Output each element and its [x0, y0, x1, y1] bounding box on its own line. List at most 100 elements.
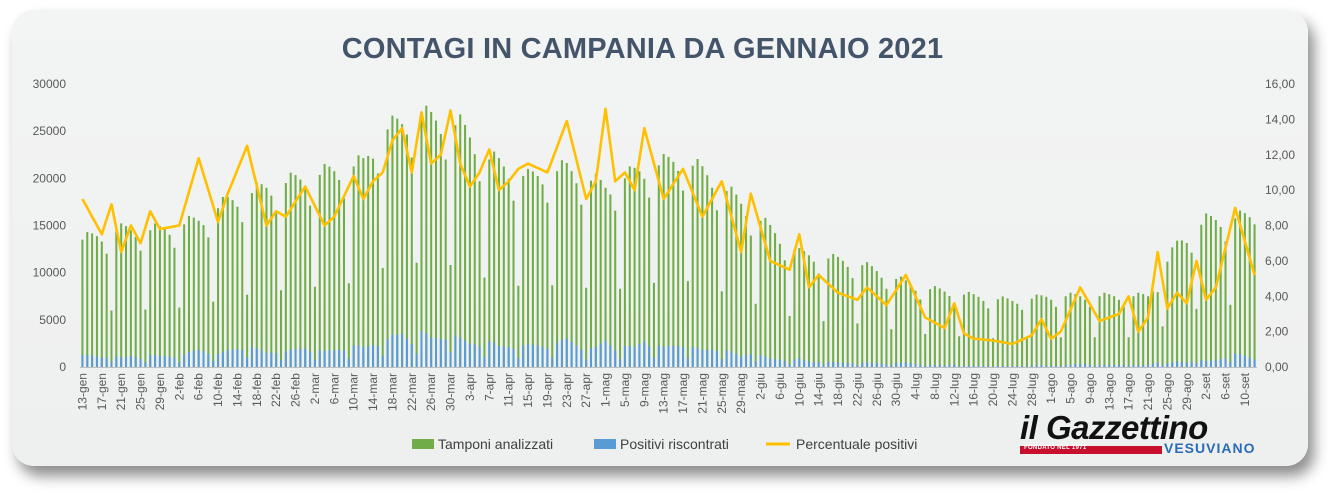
bar-positivi — [338, 350, 341, 367]
bar-positivi — [556, 342, 559, 367]
y-right-tick-label: 0,00 — [1265, 360, 1289, 374]
x-tick-label: 25-ago — [1160, 373, 1174, 411]
bar-positivi — [706, 349, 709, 367]
x-tick-label: 25-gen — [134, 373, 148, 410]
bar-positivi — [217, 353, 220, 367]
bar-positivi — [1035, 365, 1038, 367]
bar-tamponi — [158, 226, 161, 367]
bar-positivi — [846, 362, 849, 367]
bar-tamponi — [415, 262, 418, 367]
bar-tamponi — [749, 235, 752, 367]
bar-tamponi — [454, 125, 457, 367]
bar-tamponi — [81, 239, 84, 367]
bar-positivi — [648, 345, 651, 367]
bar-tamponi — [236, 206, 239, 367]
bar-tamponi — [1016, 303, 1019, 367]
bar-positivi — [1161, 365, 1164, 367]
bar-tamponi — [667, 156, 670, 367]
bar-positivi — [1084, 364, 1087, 367]
bar-tamponi — [1035, 294, 1038, 367]
bar-positivi — [270, 352, 273, 367]
x-tick-label: 1-ago — [1044, 373, 1058, 404]
bar-tamponi — [173, 247, 176, 367]
bar-positivi — [255, 348, 258, 367]
x-tick-label: 17-mag — [676, 373, 690, 414]
bar-positivi — [260, 350, 263, 367]
bar-tamponi — [919, 299, 922, 367]
bar-tamponi — [1084, 299, 1087, 367]
bar-tamponi — [202, 225, 205, 367]
bar-tamponi — [1219, 226, 1222, 367]
bar-positivi — [434, 338, 438, 367]
bar-positivi — [284, 351, 287, 367]
bar-positivi — [517, 357, 520, 367]
bar-tamponi — [778, 243, 781, 367]
bar-tamponi — [313, 286, 316, 367]
bar-tamponi — [1161, 326, 1164, 367]
bar-tamponi — [1200, 224, 1203, 367]
bar-tamponi — [948, 296, 951, 367]
bar-tamponi — [1069, 292, 1072, 367]
bar-positivi — [614, 350, 617, 367]
bar-tamponi — [885, 288, 888, 367]
x-tick-label: 26-giu — [870, 373, 884, 406]
x-tick-label: 9-mag — [637, 373, 651, 407]
bar-tamponi — [798, 248, 801, 367]
bar-positivi — [1040, 365, 1043, 367]
bar-tamponi — [1214, 219, 1217, 367]
bar-tamponi — [992, 338, 995, 367]
bar-positivi — [328, 350, 331, 367]
bar-positivi — [459, 337, 462, 367]
x-tick-label: 6-feb — [192, 373, 206, 401]
bar-positivi — [493, 342, 496, 367]
bar-positivi — [405, 338, 408, 367]
bar-positivi — [652, 357, 655, 367]
x-tick-label: 23-apr — [560, 373, 574, 408]
bar-tamponi — [682, 190, 685, 367]
bar-positivi — [1074, 364, 1077, 367]
x-tick-label: 5-mag — [618, 373, 632, 407]
bar-positivi — [1127, 365, 1130, 367]
bar-positivi — [1195, 363, 1198, 367]
bar-tamponi — [938, 288, 941, 367]
bar-positivi — [1001, 366, 1004, 367]
bar-positivi — [958, 366, 961, 367]
bar-positivi — [1190, 361, 1193, 367]
bar-tamponi — [134, 237, 137, 367]
y-right-tick-label: 14,00 — [1265, 112, 1295, 126]
bar-tamponi — [837, 256, 840, 367]
bar-positivi — [221, 351, 224, 367]
bar-tamponi — [1113, 296, 1116, 367]
bar-positivi — [822, 364, 825, 367]
bar-tamponi — [115, 231, 118, 367]
x-tick-label: 20-lug — [986, 373, 1000, 406]
x-tick-label: 2-feb — [172, 373, 186, 401]
bar-positivi — [895, 363, 898, 367]
bar-positivi — [386, 338, 389, 367]
x-tick-label: 26-mar — [424, 373, 438, 411]
bar-positivi — [909, 363, 912, 367]
bar-tamponi — [144, 309, 147, 367]
bar-positivi — [1166, 363, 1169, 367]
chart-title: CONTAGI IN CAMPANIA DA GENNAIO 2021 — [341, 33, 944, 65]
bar-tamponi — [187, 215, 190, 367]
bar-tamponi — [740, 203, 743, 367]
bar-positivi — [546, 348, 549, 367]
bar-positivi — [473, 344, 476, 367]
x-tick-label: 17-ago — [1122, 373, 1136, 411]
x-tick-label: 29-ago — [1180, 373, 1194, 411]
bar-positivi — [943, 365, 946, 367]
x-tick-label: 6-giu — [773, 373, 787, 400]
bar-tamponi — [725, 191, 728, 367]
x-tick-label: 18-mar — [385, 373, 399, 411]
bar-positivi — [730, 351, 733, 367]
x-tick-label: 10-set — [1238, 372, 1252, 406]
y-right-tick-label: 8,00 — [1265, 219, 1289, 233]
bar-tamponi — [207, 237, 210, 367]
x-tick-label: 21-ago — [1141, 373, 1155, 411]
bar-positivi — [1132, 364, 1135, 367]
bar-positivi — [154, 355, 157, 367]
bar-tamponi — [279, 290, 283, 367]
bar-positivi — [1200, 360, 1203, 367]
bar-positivi — [444, 339, 447, 367]
